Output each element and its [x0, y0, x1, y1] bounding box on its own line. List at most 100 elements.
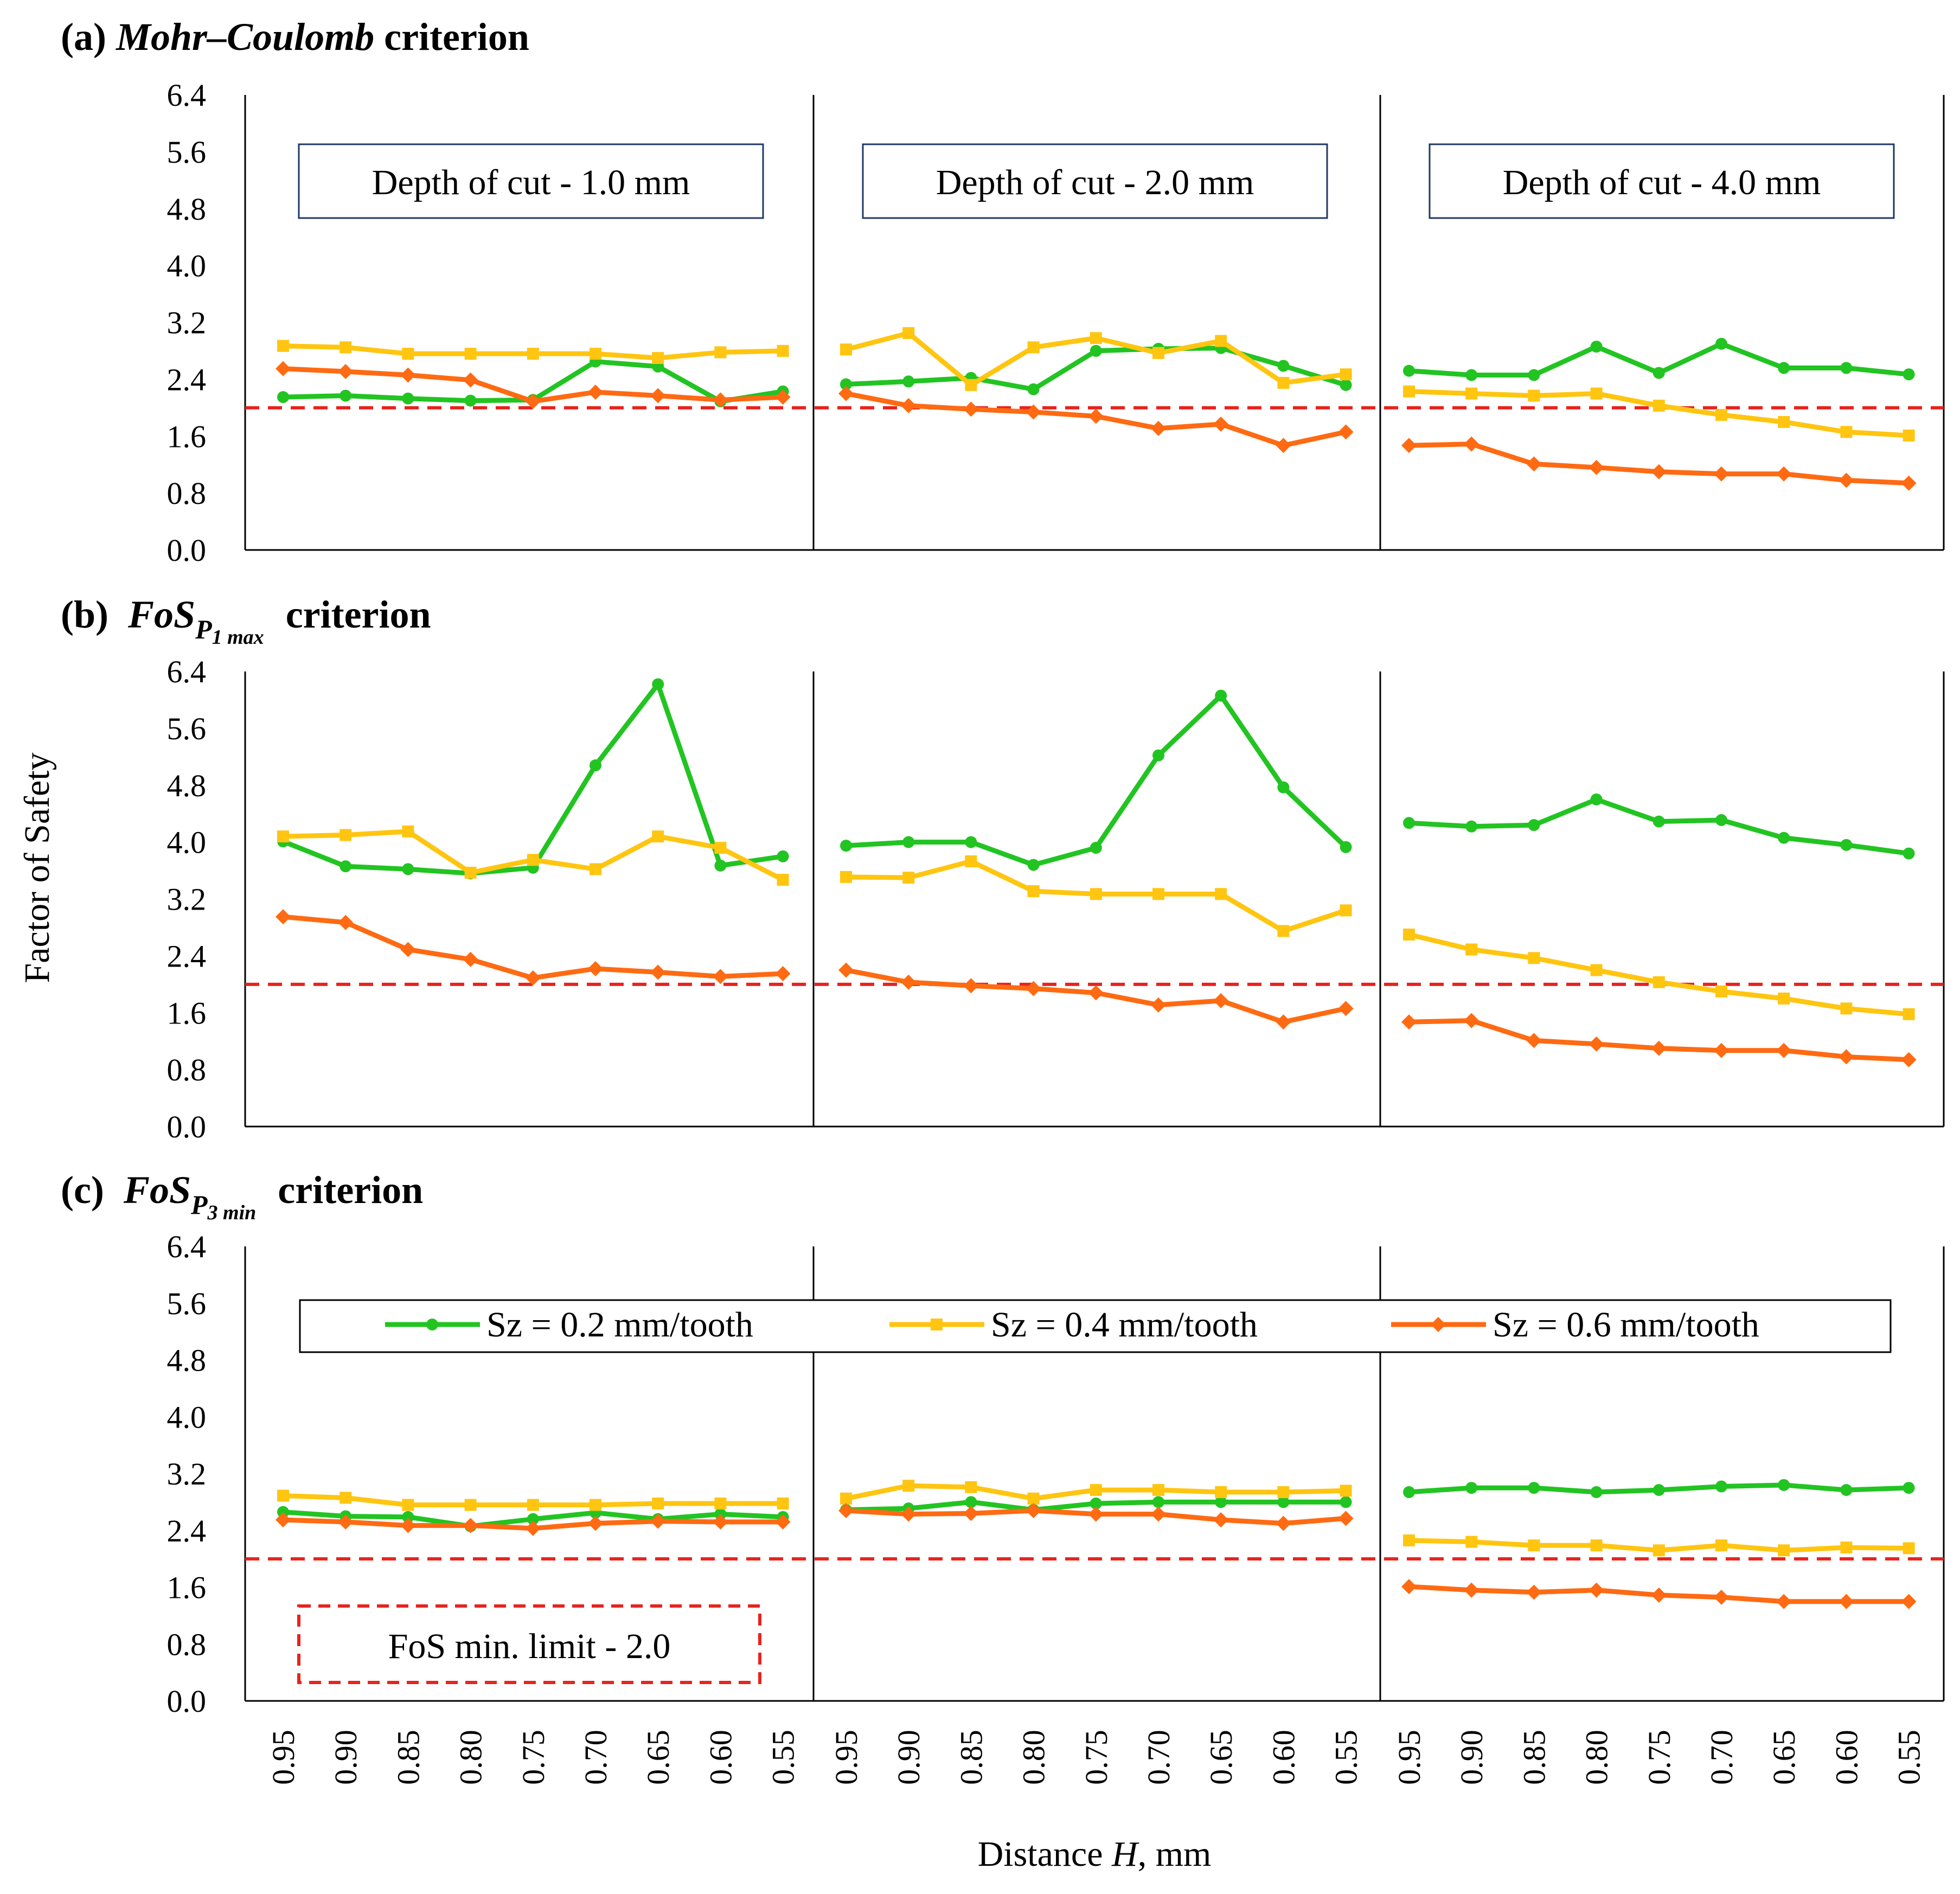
x-tick-label: 0.55: [766, 1730, 801, 1785]
series-line-s02: [843, 693, 1349, 868]
data-point-s06: [1088, 1506, 1104, 1522]
y-tick-label: 6.4: [167, 654, 207, 689]
data-point-s02: [1652, 1484, 1665, 1496]
data-point-s04: [652, 352, 664, 364]
y-tick-label: 0.0: [167, 1684, 207, 1719]
data-point-s06: [963, 978, 979, 994]
x-tick-label: 0.80: [453, 1730, 489, 1785]
data-point-s06: [1714, 466, 1729, 482]
x-tick-label: 0.95: [829, 1730, 864, 1785]
data-point-s04: [277, 340, 289, 352]
data-point-s04: [1778, 416, 1790, 428]
data-point-s02: [1715, 337, 1727, 350]
data-point-s04: [652, 830, 664, 843]
x-tick-label: 0.70: [1704, 1730, 1739, 1785]
data-point-s04: [840, 871, 852, 883]
data-point-s04: [1027, 885, 1040, 898]
data-point-s06: [1401, 1014, 1417, 1030]
data-point-s04: [277, 1489, 289, 1502]
data-point-s04: [1715, 408, 1727, 421]
y-tick-label: 4.8: [167, 191, 207, 227]
data-point-s04: [1340, 368, 1352, 381]
y-tick-label: 5.6: [167, 135, 207, 170]
panel-title-prefix: (a): [61, 15, 116, 59]
data-point-s04: [1215, 888, 1227, 900]
data-point-s06: [400, 1518, 416, 1533]
panel-title-sub: P: [195, 614, 212, 644]
data-point-s04: [652, 1497, 664, 1509]
x-tick-label: 0.65: [1203, 1730, 1239, 1785]
data-point-s06: [1338, 1001, 1354, 1016]
y-tick-label: 2.4: [167, 362, 207, 397]
data-point-s04: [1152, 1484, 1164, 1496]
data-point-s04: [1215, 335, 1227, 347]
y-tick-label: 1.6: [167, 995, 207, 1031]
data-point-s04: [840, 1492, 852, 1505]
data-point-s06: [1464, 436, 1479, 452]
data-point-s04: [1528, 389, 1540, 402]
panel-title-name: FoS: [123, 1168, 191, 1212]
data-point-s06: [1651, 1040, 1667, 1056]
panel-b: (b) FoSP1 max criterion 0.0 0.8 1.6 2.4 3.2 4.…: [61, 593, 1945, 1144]
data-point-s06: [1776, 1594, 1792, 1609]
y-axis-title: Factor of Safety: [17, 752, 57, 983]
data-point-s02: [402, 863, 414, 875]
data-point-s06: [1901, 1052, 1917, 1067]
data-point-s06: [1026, 1503, 1041, 1519]
data-point-s02: [1903, 847, 1915, 860]
data-point-s02: [1090, 842, 1102, 854]
data-point-s06: [1526, 1033, 1542, 1048]
data-point-s02: [1152, 749, 1164, 762]
series-line-s06: [280, 914, 786, 981]
data-point-s06: [588, 384, 603, 400]
y-tick-label: 6.4: [167, 1229, 207, 1264]
data-point-s02: [1778, 1479, 1790, 1491]
x-tick-label: 0.65: [1766, 1730, 1802, 1785]
data-point-s02: [1403, 364, 1415, 377]
data-point-s04: [1340, 904, 1352, 917]
panel-c: (c) FoSP3 min criterion 0.0 0.8 1.6 2.4 3.2 4.…: [61, 1168, 1945, 1785]
data-point-s02: [1465, 820, 1478, 833]
data-point-s02: [277, 1506, 289, 1518]
legend-label: Sz = 0.6 mm/tooth: [1493, 1305, 1759, 1345]
data-point-s02: [1652, 815, 1665, 828]
data-point-s04: [1465, 387, 1478, 400]
data-point-s04: [1840, 426, 1853, 438]
data-point-s06: [400, 367, 416, 383]
data-point-s06: [525, 394, 541, 409]
y-tick-label: 3.2: [167, 305, 207, 341]
y-tick-label: 5.6: [167, 1286, 207, 1321]
data-point-s06: [463, 1518, 478, 1533]
data-point-s04: [464, 348, 477, 360]
y-tick-label: 5.6: [167, 711, 207, 746]
data-point-s04: [1778, 1544, 1790, 1557]
panel-title-name: Mohr–Coulomb: [116, 15, 374, 59]
x-tick-label: 0.95: [1392, 1730, 1427, 1785]
data-point-s06: [1589, 459, 1604, 475]
threshold-annotation-box: [297, 1604, 761, 1684]
data-point-s04: [340, 1492, 352, 1504]
data-point-s02: [340, 389, 352, 402]
data-point-s02: [965, 836, 977, 848]
panel-title-suffix: criterion: [276, 593, 431, 636]
y-tick-label: 4.0: [167, 248, 207, 284]
data-point-s04: [902, 1480, 915, 1492]
data-point-s04: [965, 379, 977, 391]
y-tick-label: 0.8: [167, 1627, 207, 1662]
data-point-s02: [464, 394, 477, 407]
x-tick-label: 0.60: [703, 1730, 738, 1785]
data-point-s04: [402, 1499, 414, 1511]
data-point-s02: [840, 840, 852, 852]
panel-title: (a) Mohr–Coulomb criterion: [61, 15, 529, 59]
data-point-s04: [527, 854, 539, 866]
data-point-s04: [1903, 429, 1915, 441]
data-point-s04: [1277, 376, 1290, 389]
data-point-s04: [1715, 985, 1727, 997]
data-point-s04: [1778, 993, 1790, 1005]
data-point-s02: [1277, 360, 1290, 372]
data-point-s06: [1776, 1042, 1792, 1058]
y-tick-label: 4.8: [167, 1343, 207, 1378]
data-point-s06: [1026, 404, 1041, 420]
data-point-s06: [1151, 1506, 1166, 1522]
data-point-s02: [1465, 369, 1478, 381]
